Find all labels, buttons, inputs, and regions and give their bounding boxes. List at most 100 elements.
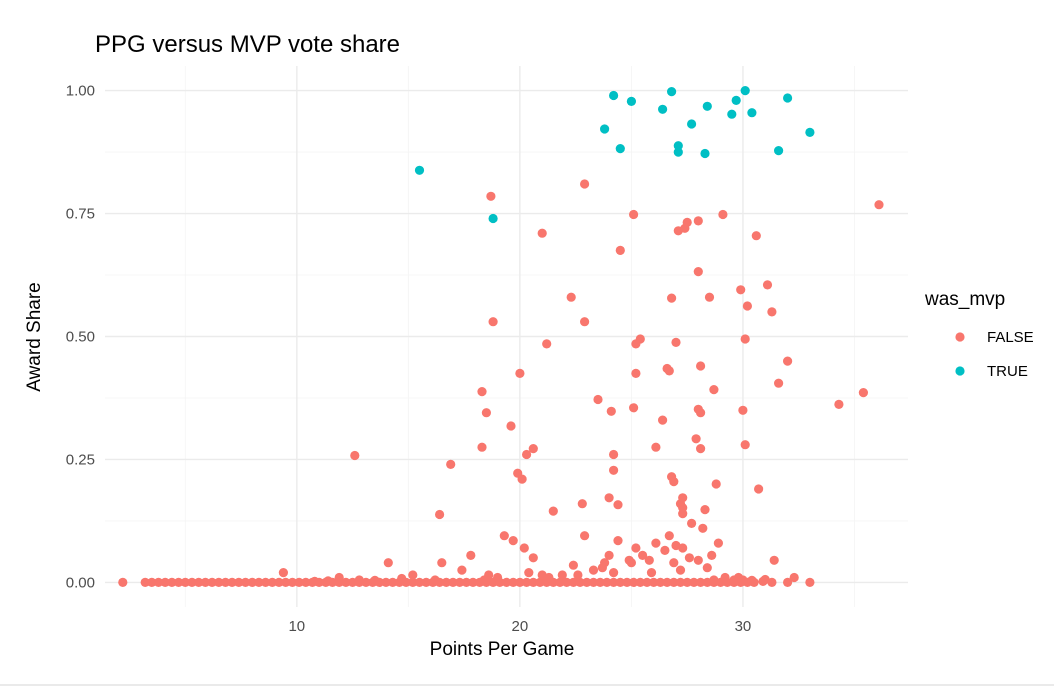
point-false-110 [558,570,567,579]
point-false-158 [350,451,359,460]
point-false-164 [486,192,495,201]
point-false-227 [834,400,843,409]
point-true-18 [783,93,792,102]
point-false-173 [542,339,551,348]
point-false-216 [736,285,745,294]
point-false-126 [685,553,694,562]
legend-label-true: TRUE [987,363,1028,380]
point-false-136 [600,558,609,567]
point-false-180 [605,493,614,502]
point-false-172 [538,229,547,238]
point-false-200 [678,493,687,502]
point-false-128 [698,524,707,533]
point-false-111 [569,561,578,570]
point-false-178 [580,317,589,326]
y-tick-label-1: 0.25 [66,451,95,468]
point-true-3 [609,91,618,100]
point-false-182 [609,466,618,475]
point-false-106 [509,536,518,545]
point-false-223 [763,280,772,289]
point-false-190 [651,443,660,452]
point-false-123 [665,531,674,540]
grid [105,66,908,607]
point-false-168 [515,369,524,378]
point-false-184 [616,246,625,255]
point-false-137 [627,558,636,567]
point-false-215 [718,210,727,219]
point-false-203 [687,519,696,528]
point-false-0 [118,578,127,587]
point-false-103 [466,551,475,560]
point-false-225 [774,379,783,388]
point-false-151 [324,576,333,585]
point-false-186 [629,403,638,412]
point-false-129 [703,563,712,572]
legend-entries: FALSE TRUE [955,329,1033,380]
point-false-179 [593,395,602,404]
point-true-0 [415,166,424,175]
point-false-231 [678,503,687,512]
x-tick-label-0: 10 [288,618,305,635]
point-true-13 [727,110,736,119]
point-false-181 [607,407,616,416]
point-false-212 [705,293,714,302]
point-false-120 [645,556,654,565]
point-false-96 [790,573,799,582]
point-false-204 [692,434,701,443]
point-true-17 [774,146,783,155]
point-false-207 [694,267,703,276]
point-false-141 [609,568,618,577]
point-true-12 [703,102,712,111]
point-true-19 [805,128,814,137]
point-false-155 [747,576,756,585]
point-true-15 [741,86,750,95]
point-false-159 [435,510,444,519]
point-false-130 [707,551,716,560]
point-true-5 [627,97,636,106]
point-false-140 [647,568,656,577]
point-true-2 [600,124,609,133]
point-false-185 [629,210,638,219]
y-axis-title: Award Share [24,282,45,392]
point-false-191 [658,416,667,425]
legend-key-false [955,332,964,341]
point-false-132 [721,573,730,582]
point-false-148 [397,574,406,583]
point-false-143 [544,573,553,582]
point-false-165 [489,317,498,326]
point-false-177 [580,179,589,188]
point-false-95 [805,578,814,587]
y-tick-label-2: 0.50 [66,329,95,346]
point-false-210 [696,444,705,453]
point-false-102 [457,566,466,575]
point-false-99 [384,558,393,567]
point-false-229 [874,200,883,209]
x-tick-label-1: 20 [512,618,529,635]
point-false-153 [709,575,718,584]
legend-title: was_mvp [924,289,1005,310]
point-false-144 [524,568,533,577]
point-false-112 [580,531,589,540]
point-false-122 [660,546,669,555]
point-true-10 [687,119,696,128]
point-false-209 [696,408,705,417]
point-false-232 [609,450,618,459]
point-false-220 [743,301,752,310]
point-false-149 [370,576,379,585]
point-true-9 [674,148,683,157]
point-false-100 [408,570,417,579]
legend: was_mvp FALSE TRUE [924,289,1034,380]
point-false-187 [631,369,640,378]
chart-title: PPG versus MVP vote share [95,31,400,58]
point-false-157 [761,575,770,584]
point-false-135 [770,556,779,565]
point-false-176 [578,499,587,508]
point-false-152 [310,577,319,586]
y-tick-label-3: 0.75 [66,206,95,223]
point-true-4 [616,144,625,153]
point-false-222 [754,484,763,493]
point-false-194 [667,294,676,303]
point-false-113 [589,566,598,575]
point-false-219 [741,334,750,343]
